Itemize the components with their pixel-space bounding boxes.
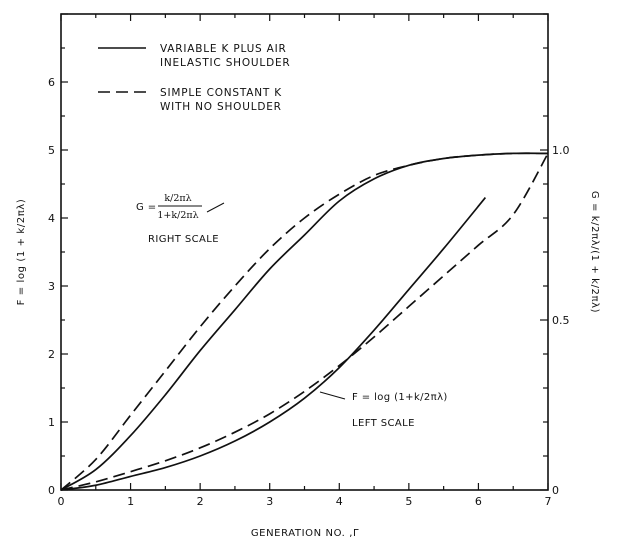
left-axis-label: F = log (1 + k/2πλ) [16, 199, 27, 306]
x-tick-label: 1 [127, 495, 134, 508]
x-tick-label: 5 [405, 495, 412, 508]
x-tick-label: 0 [58, 495, 65, 508]
x-tick-label: 7 [545, 495, 552, 508]
right-tick-label: 1.0 [552, 144, 570, 157]
g-formula-prefix: G = [136, 202, 157, 213]
left-tick-label: 4 [48, 212, 55, 225]
x-tick-label: 3 [266, 495, 273, 508]
series-f-dashed-line [60, 152, 549, 491]
x-tick-label: 6 [475, 495, 482, 508]
right-axis-ticks: 0 0.5 1.0 [540, 13, 570, 497]
left-tick-label: 2 [48, 348, 55, 361]
right-scale-label: RIGHT SCALE [148, 234, 219, 245]
left-tick-label: 1 [48, 416, 55, 429]
right-tick-label: 0.5 [552, 314, 570, 327]
series-g-solid-line [60, 152, 549, 491]
left-scale-label: LEFT SCALE [352, 418, 415, 429]
left-tick-label: 3 [48, 280, 55, 293]
right-axis-label: G = k/2πλ/(1 + k/2πλ) [589, 191, 600, 313]
legend-solid-line1: VARIABLE K PLUS AIR [160, 43, 287, 55]
g-formula-annotation: G = k/2πλ 1+k/2πλ RIGHT SCALE [136, 193, 225, 245]
legend-dashed-line1: SIMPLE CONSTANT K [160, 87, 282, 99]
left-tick-label: 0 [48, 484, 55, 497]
x-tick-label: 2 [197, 495, 204, 508]
g-formula-denominator: 1+k/2πλ [157, 210, 198, 221]
x-axis-ticks: 0 1 2 3 4 5 6 7 [58, 14, 552, 508]
series-g-dashed-line [60, 152, 549, 491]
f-annotation-leader [319, 391, 346, 400]
left-axis-ticks: 0 1 2 3 4 5 6 [48, 13, 68, 497]
series-f-solid-line [60, 197, 487, 491]
f-formula-annotation: F = log (1+k/2πλ) LEFT SCALE [319, 391, 448, 429]
x-axis-label: GENERATION NO. ,Γ [251, 528, 359, 539]
right-tick-label: 0 [552, 484, 559, 497]
g-annotation-leader [206, 202, 225, 213]
left-tick-label: 6 [48, 76, 55, 89]
left-tick-label: 5 [48, 144, 55, 157]
legend: VARIABLE K PLUS AIR INELASTIC SHOULDER S… [98, 43, 290, 113]
x-tick-label: 4 [336, 495, 343, 508]
legend-dashed-line2: WITH NO SHOULDER [160, 101, 282, 113]
g-formula-numerator: k/2πλ [164, 193, 191, 204]
series-layer [60, 152, 549, 491]
plot-frame [60, 13, 549, 491]
f-formula-label: F = log (1+k/2πλ) [352, 392, 448, 403]
legend-solid-line2: INELASTIC SHOULDER [160, 57, 290, 69]
